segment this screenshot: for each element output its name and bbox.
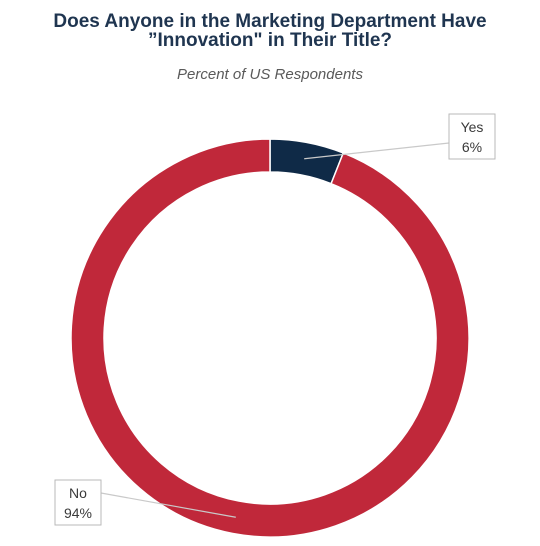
slice-label-no: No [69, 485, 87, 501]
leader-line-yes [304, 142, 450, 160]
callout-box-yes [448, 113, 496, 160]
leader-line-no [100, 492, 236, 518]
slice-value-no: 94% [64, 505, 92, 521]
callout-box-no [54, 479, 102, 526]
slice-value-yes: 6% [462, 139, 482, 155]
chart-title-line-2: ”Innovation" in Their Title? [147, 30, 393, 51]
slice-label-yes: Yes [461, 119, 484, 135]
chart-title-line-1: Does Anyone in the Marketing Department … [53, 11, 487, 32]
donut-callouts: Yes 6% No 94% [54, 113, 496, 526]
slice-yes [269, 138, 345, 185]
slice-no [70, 138, 470, 538]
chart-title: Does Anyone in the Marketing Department … [0, 12, 540, 50]
chart-subtitle: Percent of US Respondents [177, 66, 363, 83]
donut-slices [70, 138, 470, 538]
